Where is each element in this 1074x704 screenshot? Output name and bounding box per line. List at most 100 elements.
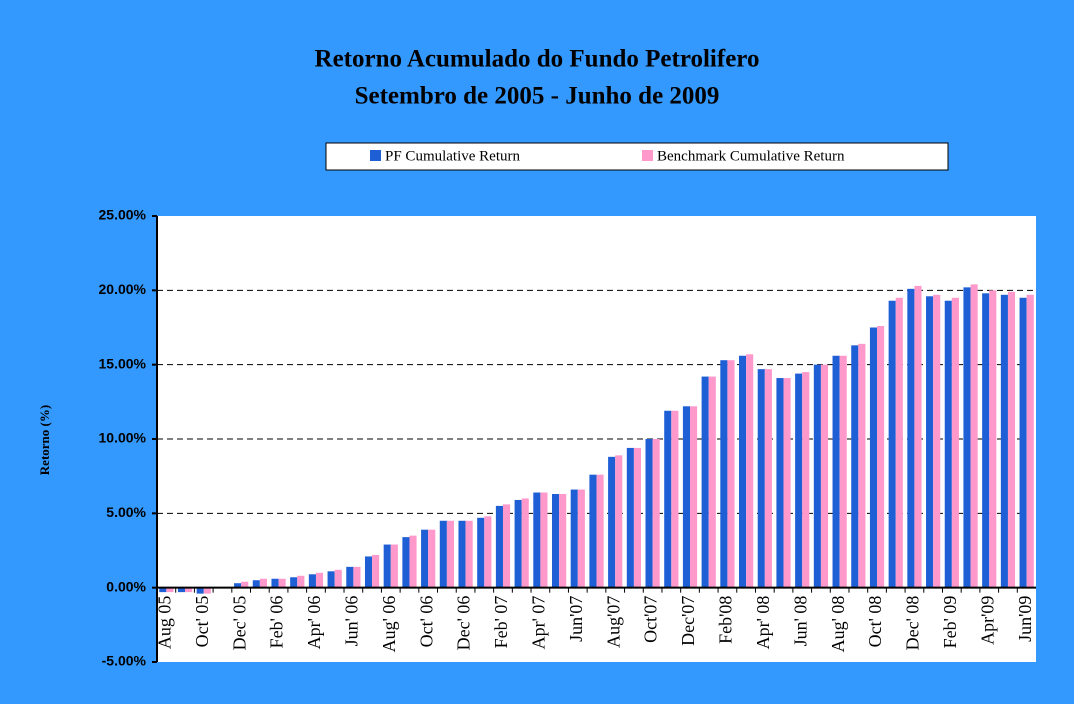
legend-box	[325, 142, 949, 171]
bar	[271, 578, 279, 588]
bar	[933, 294, 941, 588]
bar	[596, 474, 604, 588]
x-tick-label: Oct' 08	[865, 596, 885, 648]
x-tick-label: Jun' 06	[341, 596, 361, 647]
bar	[589, 474, 597, 588]
legend-swatch	[642, 150, 653, 161]
y-tick-label: -5.00%	[102, 653, 147, 669]
y-tick-label: 10.00%	[99, 430, 147, 446]
bar	[428, 529, 436, 588]
x-tick-label: Aug'07	[603, 596, 623, 648]
bar	[858, 343, 866, 588]
bar	[982, 293, 990, 588]
bar	[203, 587, 211, 594]
bar	[764, 369, 772, 588]
bar	[671, 410, 679, 588]
bar	[383, 544, 391, 588]
bar	[914, 285, 922, 588]
x-tick-label: Feb' 09	[940, 596, 960, 649]
bar	[839, 355, 847, 588]
bar	[533, 492, 541, 588]
bar	[626, 447, 634, 588]
bar	[682, 406, 691, 588]
bar	[877, 326, 885, 588]
x-tick-label: Feb' 07	[491, 596, 511, 649]
bar	[633, 447, 642, 588]
bar	[353, 566, 361, 588]
chart-subtitle: Setembro de 2005 - Junho de 2009	[355, 83, 720, 110]
x-tick-label: Dec' 06	[454, 596, 474, 651]
bar	[652, 439, 660, 588]
bar	[166, 587, 174, 593]
bar	[252, 580, 260, 588]
bar	[446, 520, 454, 588]
chart-title: Retorno Acumulado do Fundo Petrolifero	[315, 46, 760, 73]
x-tick-label: Apr' 06	[304, 596, 324, 650]
bar	[802, 372, 810, 588]
bar	[551, 494, 560, 588]
x-tick-label: Aug' 08	[828, 596, 848, 653]
bar	[259, 578, 267, 588]
bar	[832, 355, 840, 588]
bar	[308, 574, 316, 588]
x-tick-label: Dec' 08	[903, 596, 923, 651]
x-tick-label: Apr' 07	[529, 596, 549, 650]
bar	[577, 489, 585, 588]
bar	[608, 456, 616, 588]
bar	[540, 492, 548, 588]
bar	[327, 571, 335, 588]
x-tick-label: Feb'08	[716, 596, 736, 644]
bar	[346, 566, 354, 588]
bar	[177, 587, 186, 593]
bar	[1019, 297, 1027, 588]
bar	[888, 300, 896, 588]
x-tick-label: Jun'09	[1015, 596, 1035, 642]
y-axis-label: Retorno (%)	[37, 405, 52, 475]
bar	[776, 378, 784, 588]
bar	[390, 544, 398, 588]
x-tick-label: Dec'07	[678, 596, 698, 646]
x-tick-label: Oct' 05	[192, 596, 212, 648]
x-tick-label: Aug 05	[154, 596, 174, 650]
bar	[421, 529, 429, 588]
bar	[851, 345, 859, 588]
bar	[645, 439, 653, 588]
bar	[439, 520, 447, 588]
bar	[570, 489, 578, 588]
bar	[159, 587, 167, 593]
y-tick-label: 20.00%	[99, 281, 147, 297]
bar	[409, 535, 417, 588]
x-tick-label: Apr'09	[977, 596, 997, 645]
bar	[458, 520, 466, 588]
x-tick-label: Apr' 08	[753, 596, 773, 650]
legend-swatch	[370, 150, 381, 161]
bar	[690, 406, 698, 588]
bar	[820, 364, 829, 588]
bar	[757, 369, 765, 588]
bar	[727, 360, 735, 588]
bar	[315, 572, 324, 588]
bar	[895, 297, 903, 588]
bar	[465, 520, 473, 588]
y-tick-label: 15.00%	[99, 355, 147, 371]
bar	[1007, 291, 1016, 588]
bar	[290, 577, 298, 588]
bar	[234, 583, 242, 588]
bar	[664, 410, 672, 588]
bar	[484, 516, 492, 588]
legend-label: Benchmark Cumulative Return	[657, 148, 845, 164]
bar	[963, 287, 971, 588]
y-tick-label: 25.00%	[99, 207, 147, 223]
bar	[783, 378, 791, 588]
bar	[970, 284, 978, 588]
y-tick-label: 0.00%	[106, 578, 146, 594]
bar	[559, 494, 567, 588]
bar	[907, 288, 915, 588]
bar	[514, 499, 522, 588]
bar	[795, 373, 803, 588]
x-tick-label: Aug' 06	[379, 596, 399, 653]
bar	[989, 290, 997, 588]
bar	[1026, 294, 1034, 588]
bar	[813, 364, 821, 588]
bar	[746, 354, 754, 588]
